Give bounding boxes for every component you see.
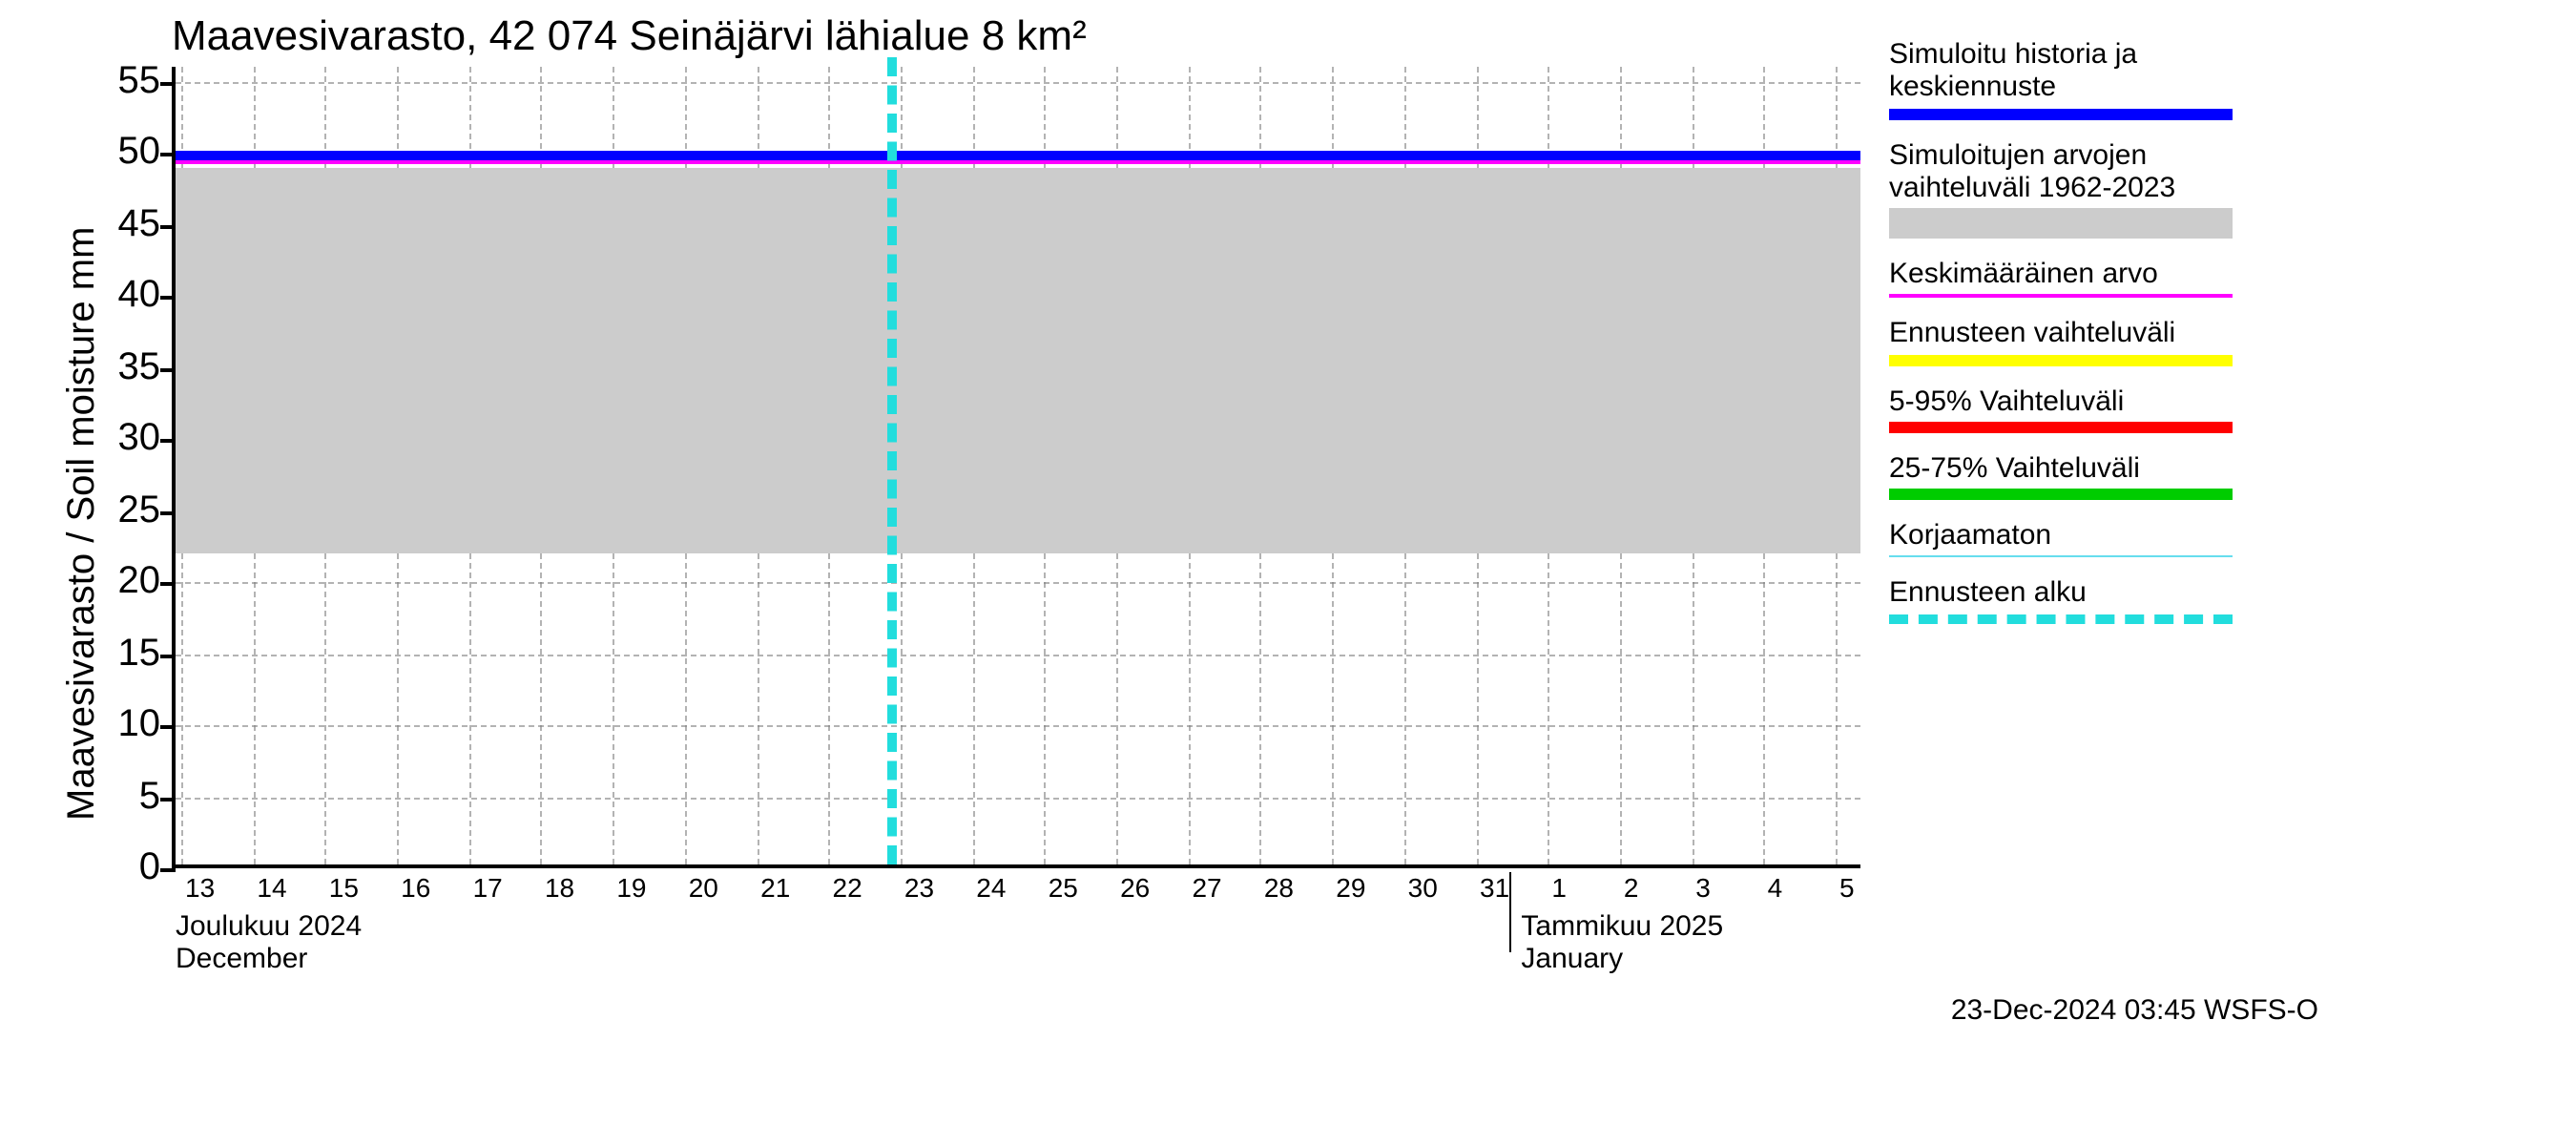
legend-swatch [1889,354,2233,365]
xtick-label: 17 [473,864,503,903]
ytick-mark [160,81,176,85]
gridline-horizontal [176,725,1860,727]
ytick-mark [160,224,176,228]
legend-swatch-dash [1889,614,2233,623]
y-axis-label: Maavesivarasto / Soil moisture mm [61,227,105,821]
xtick-label: 15 [329,864,359,903]
legend-entry: Keskimääräinen arvo [1889,258,2233,299]
legend-label: Simuloitujen arvojenvaihteluväli 1962-20… [1889,138,2233,204]
legend-label: 5-95% Vaihteluväli [1889,385,2233,418]
xtick-label: 28 [1264,864,1294,903]
ytick-mark [160,868,176,872]
xtick-label: 1 [1551,864,1567,903]
legend-entry: Korjaamaton [1889,519,2233,558]
plot-area: 0510152025303540455055131415161718192021… [172,67,1860,868]
gridline-horizontal [176,582,1860,584]
ytick-mark [160,725,176,729]
legend-swatch [1889,295,2233,299]
legend-entry: Ennusteen alku [1889,577,2233,624]
xtick-label: 21 [760,864,790,903]
xtick-label: 3 [1695,864,1711,903]
xtick-label: 18 [545,864,574,903]
chart-title: Maavesivarasto, 42 074 Seinäjärvi lähial… [172,11,1087,61]
xtick-label: 5 [1839,864,1855,903]
ytick-mark [160,797,176,801]
legend-label: Simuloitu historia jakeskiennuste [1889,38,2233,104]
series-sim_history [176,151,1860,160]
xtick-label: 24 [976,864,1006,903]
xtick-label: 26 [1120,864,1150,903]
xtick-label: 16 [401,864,430,903]
legend-label: Korjaamaton [1889,519,2233,552]
legend-entry: Ennusteen vaihteluväli [1889,318,2233,366]
ytick-mark [160,510,176,514]
legend-swatch [1889,108,2233,119]
gridline-horizontal [176,654,1860,656]
ytick-mark [160,153,176,156]
xtick-label: 19 [616,864,646,903]
xtick-label: 31 [1480,864,1509,903]
month-divider [1509,872,1511,952]
ytick-mark [160,367,176,371]
legend-label: Keskimääräinen arvo [1889,258,2233,291]
forecast-start-line [888,57,898,864]
xtick-label: 20 [689,864,718,903]
legend-entry: Simuloitu historia jakeskiennuste [1889,38,2233,119]
legend-swatch [1889,556,2233,558]
legend-label: 25-75% Vaihteluväli [1889,452,2233,486]
xtick-label: 4 [1768,864,1783,903]
month-label-left: Joulukuu 2024December [176,910,362,976]
xtick-label: 30 [1408,864,1438,903]
xtick-label: 22 [833,864,862,903]
ytick-mark [160,654,176,657]
xtick-label: 27 [1192,864,1221,903]
gridline-horizontal [176,797,1860,799]
legend-label: Ennusteen vaihteluväli [1889,318,2233,351]
xtick-label: 23 [904,864,934,903]
legend-swatch [1889,422,2233,433]
xtick-label: 25 [1049,864,1078,903]
ytick-mark [160,582,176,586]
ytick-mark [160,439,176,443]
month-label-right: Tammikuu 2025January [1521,910,1723,976]
legend-swatch [1889,489,2233,500]
series-mean_value [176,161,1860,165]
timestamp-label: 23-Dec-2024 03:45 WSFS-O [1951,994,2318,1027]
legend-entry: 25-75% Vaihteluväli [1889,452,2233,501]
xtick-label: 29 [1336,864,1365,903]
xtick-label: 2 [1624,864,1639,903]
chart-stage: Maavesivarasto, 42 074 Seinäjärvi lähial… [0,0,2576,1145]
legend-entry: Simuloitujen arvojenvaihteluväli 1962-20… [1889,138,2233,239]
legend-swatch [1889,208,2233,239]
xtick-label: 14 [257,864,286,903]
ytick-mark [160,296,176,300]
legend: Simuloitu historia jakeskiennuste Simuloi… [1889,38,2233,642]
historical-range-band [176,167,1860,553]
gridline-horizontal [176,81,1860,83]
legend-label: Ennusteen alku [1889,577,2233,611]
legend-entry: 5-95% Vaihteluväli [1889,385,2233,433]
xtick-label: 13 [185,864,215,903]
